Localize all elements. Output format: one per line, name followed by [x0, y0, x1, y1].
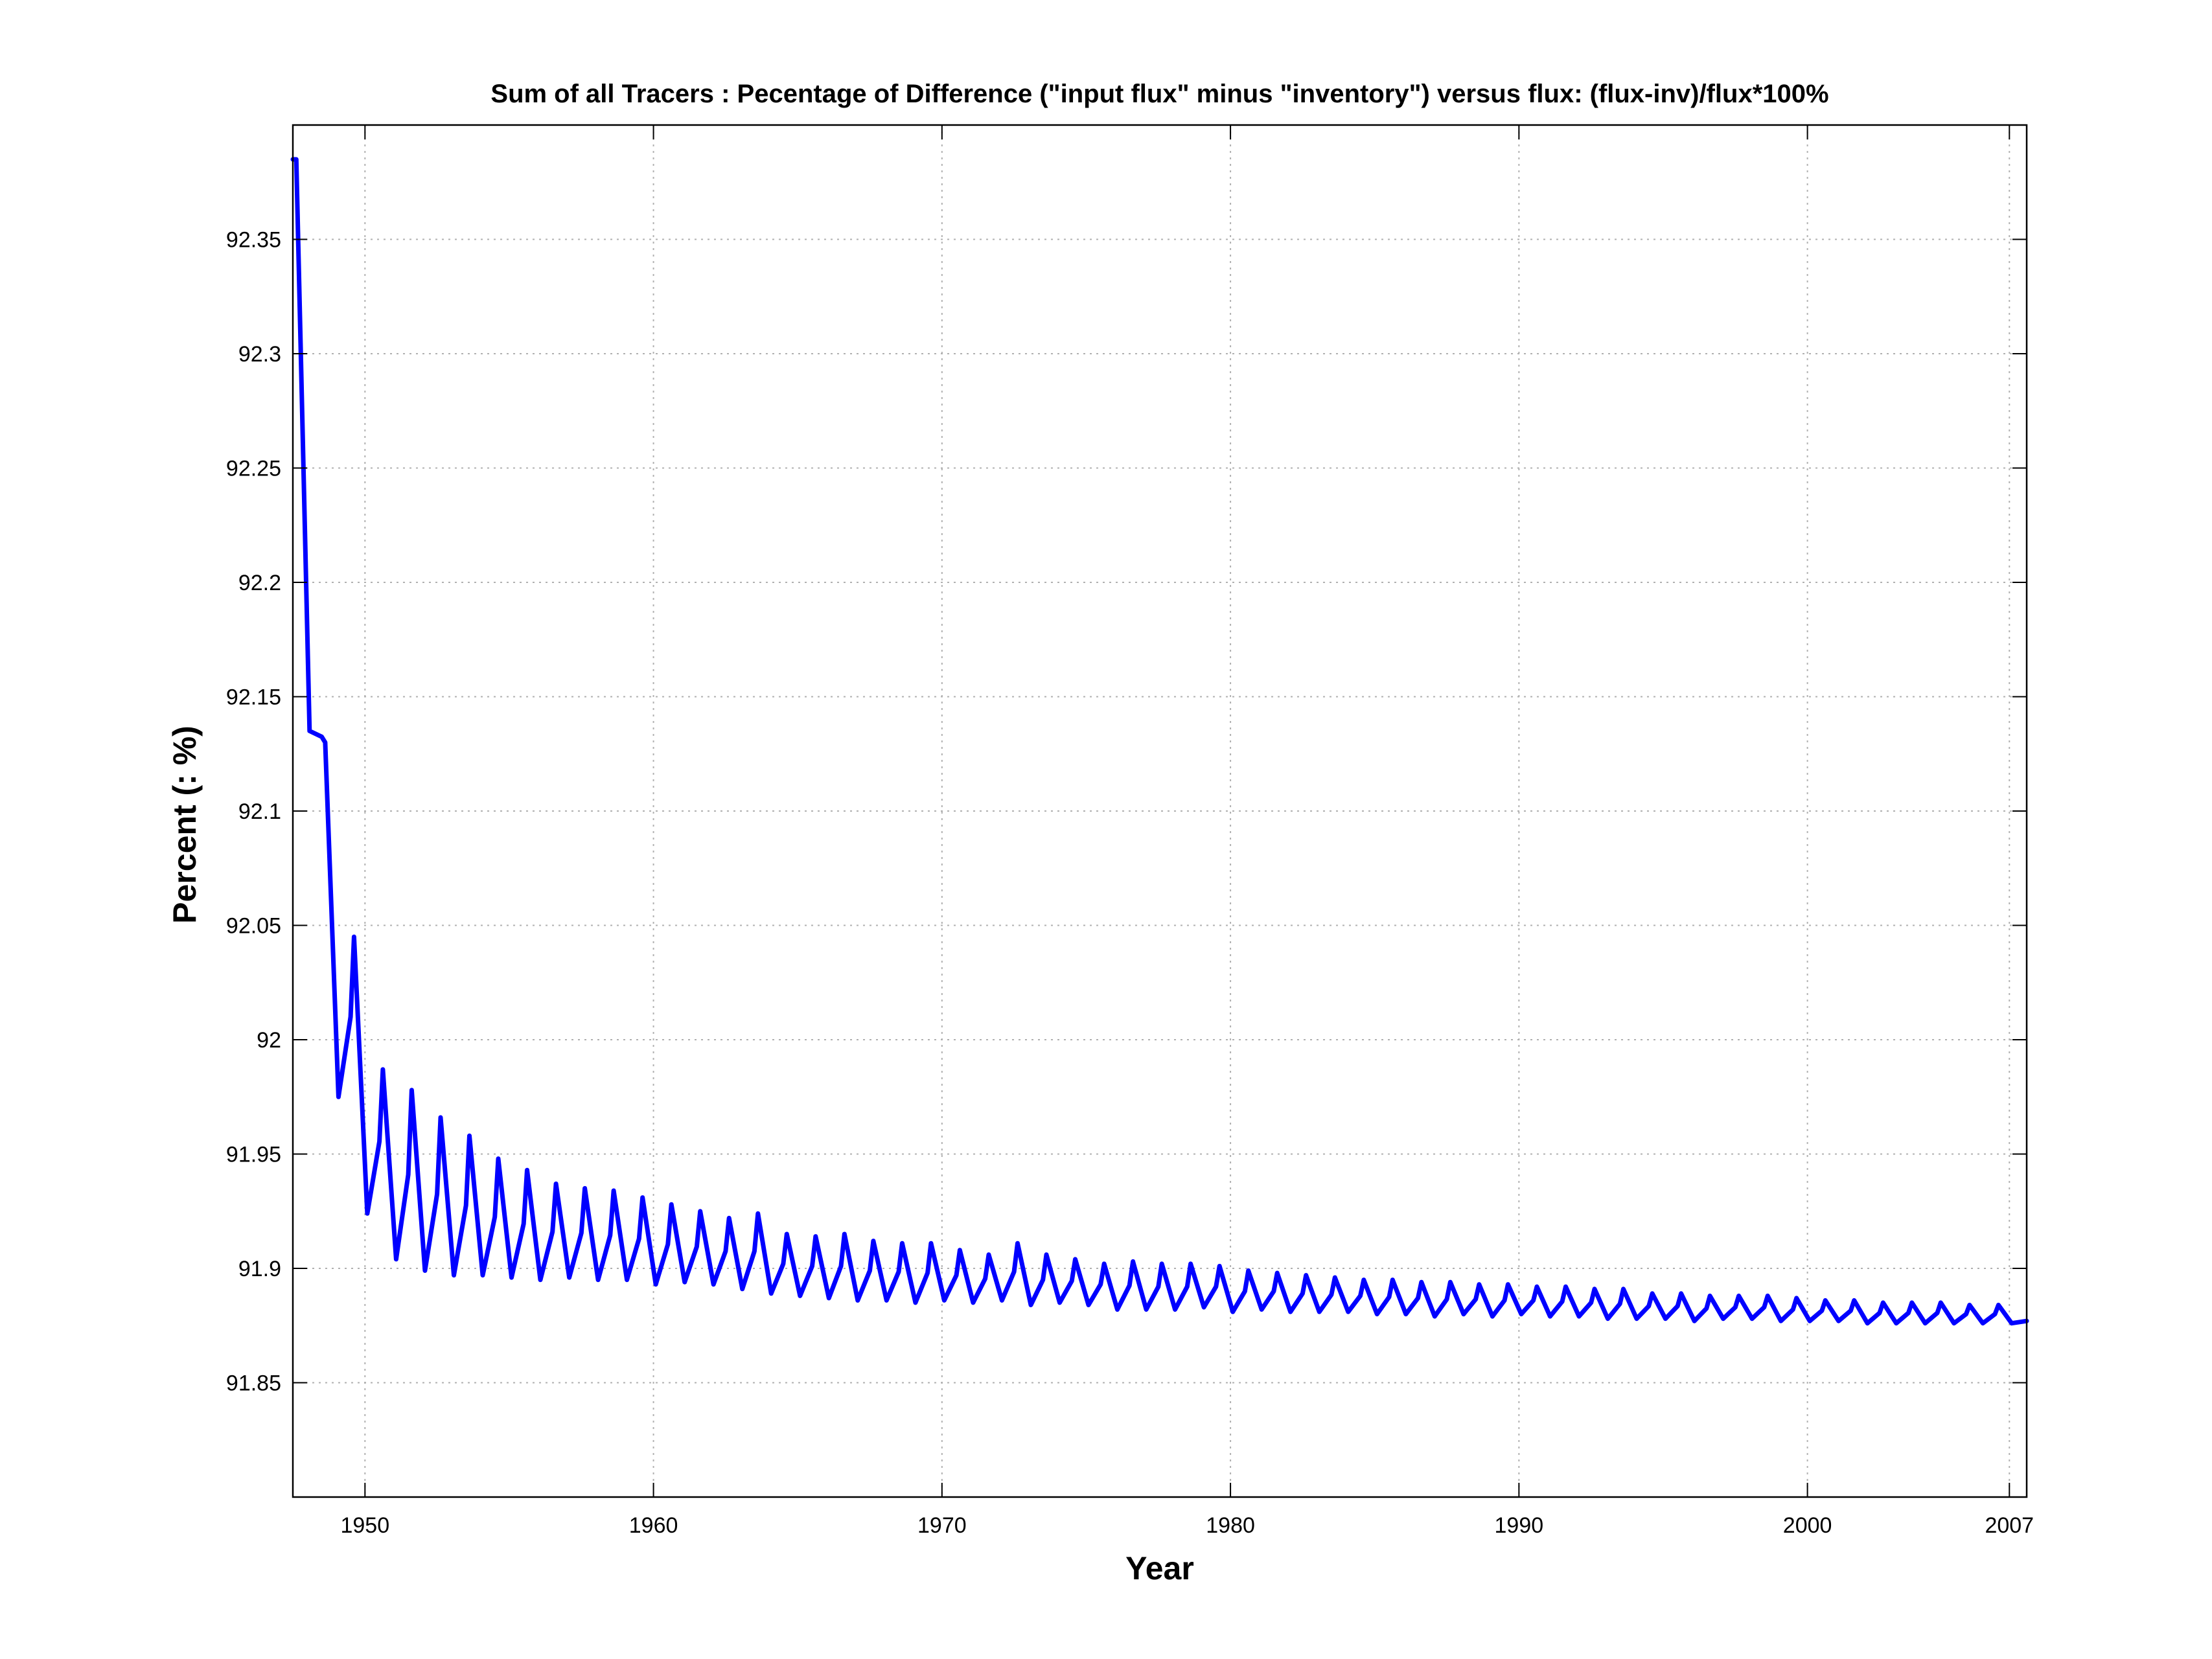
y-tick-label: 91.85 [226, 1371, 281, 1396]
x-tick-label: 1970 [917, 1513, 967, 1538]
grid-lines [293, 125, 2027, 1497]
y-tick-label: 92.3 [238, 342, 281, 367]
chart-title: Sum of all Tracers : Pecentage of Differ… [490, 80, 1828, 108]
y-tick-label: 92.35 [226, 228, 281, 253]
axis-ticks [293, 125, 2027, 1497]
x-tick-label: 1960 [629, 1513, 678, 1538]
x-tick-label: 1980 [1206, 1513, 1255, 1538]
y-tick-label: 92.05 [226, 914, 281, 939]
y-tick-label: 92.1 [238, 799, 281, 824]
x-tick-label: 2000 [1783, 1513, 1832, 1538]
data-series [290, 157, 2029, 1326]
y-tick-label: 91.95 [226, 1143, 281, 1167]
y-axis-label: Percent (: %) [167, 726, 203, 924]
series-line [290, 157, 2029, 1326]
y-tick-label: 91.9 [238, 1257, 281, 1281]
y-tick-label: 92.15 [226, 685, 281, 710]
x-axis-label: Year [1125, 1550, 1194, 1586]
y-tick-labels: 91.85 91.9 91.95 92 92.05 92.1 92.15 92.2 92.25 9… [226, 228, 281, 1396]
x-tick-label: 1990 [1495, 1513, 1544, 1538]
x-tick-labels: 1950 1960 1970 1980 1990 2000 2007 [340, 1513, 2034, 1538]
y-tick-label: 92.25 [226, 457, 281, 481]
y-tick-label: 92 [257, 1028, 281, 1053]
y-tick-label: 92.2 [238, 571, 281, 595]
x-tick-label: 2007 [1985, 1513, 2034, 1538]
x-tick-label: 1950 [340, 1513, 389, 1538]
